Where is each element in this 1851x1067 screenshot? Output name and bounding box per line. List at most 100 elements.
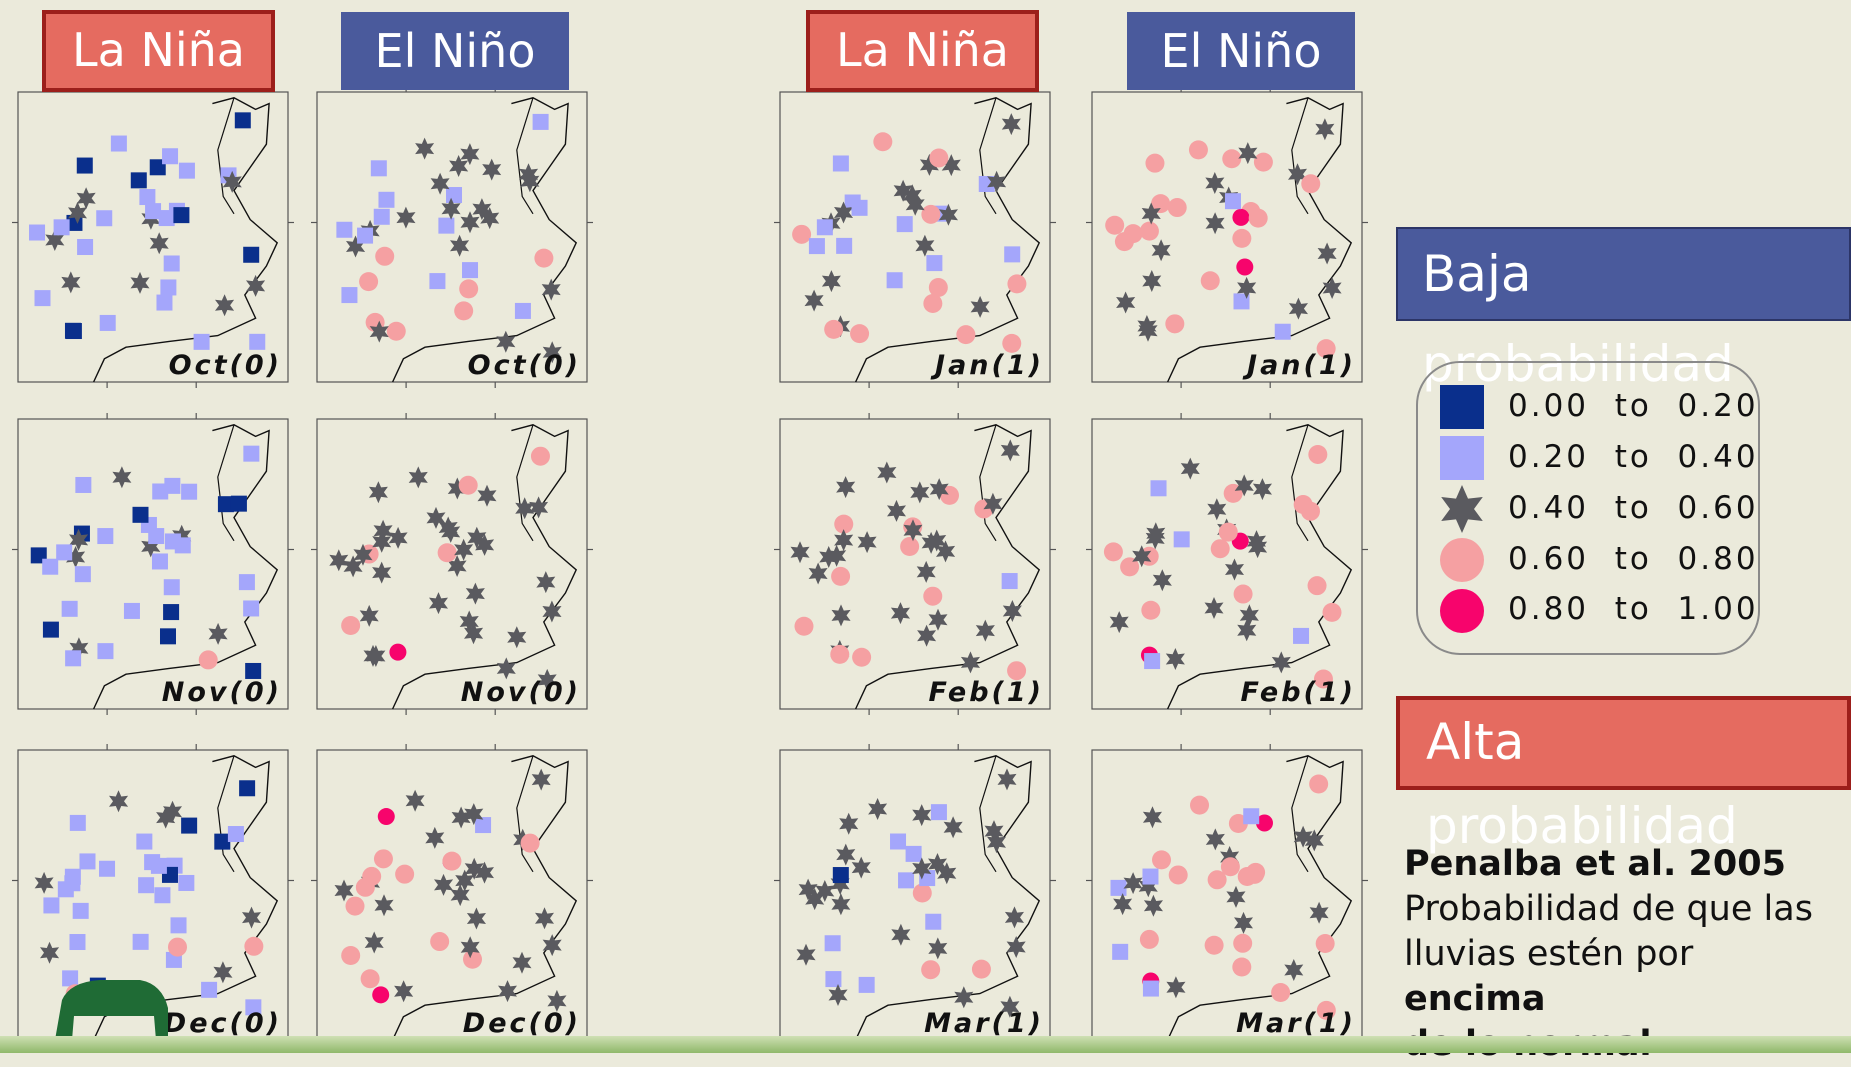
station-marker [227,826,244,843]
station-marker [341,287,358,304]
station-marker [975,619,995,642]
station-marker [1238,142,1258,165]
station-marker [394,980,414,1003]
station-marker [243,445,260,462]
station-marker [464,803,484,826]
station-marker [890,602,910,625]
station-marker [1222,149,1242,169]
station-marker [437,543,457,563]
station-marker [77,239,94,256]
station-marker [910,481,930,504]
station-marker [905,845,922,862]
station-marker [1142,980,1159,997]
map-panel: Jan(1) [774,86,1056,388]
station-marker [449,155,469,177]
station-marker [477,484,497,507]
map-panel: Nov(0) [12,413,294,715]
station-marker [249,333,266,350]
station-marker [214,833,231,850]
station-marker [430,932,450,952]
station-marker [360,969,380,989]
station-marker [1316,1000,1336,1020]
station-marker [1165,648,1185,670]
station-marker [341,615,361,635]
station-marker [64,322,81,339]
station-marker [1204,935,1224,955]
station-marker [1139,929,1159,949]
station-marker [234,112,251,129]
station-marker [1315,118,1335,141]
station-marker [923,293,943,313]
station-marker [921,204,941,224]
station-marker [956,325,976,345]
station-marker [886,272,903,289]
station-marker [1144,653,1161,670]
station-marker [987,831,1006,854]
station-marker [1000,995,1020,1018]
station-marker [154,887,171,904]
station-marker [1309,901,1329,924]
station-marker [1288,163,1307,186]
station-marker [1233,584,1253,604]
station-marker [542,934,562,957]
station-marker [359,604,379,627]
station-marker [156,294,173,311]
station-marker [531,768,551,791]
citation-authors: Penalba et al. 2005 [1404,844,1786,884]
station-marker [459,610,479,633]
station-marker [496,657,516,680]
station-marker [1315,933,1335,953]
alta-probabilidad-banner: Alta probabilidad [1396,696,1851,855]
station-marker [181,817,198,834]
station-marker [929,478,949,501]
legend-label-4: 0.60 to 0.80 [1508,541,1759,577]
station-marker [109,790,129,813]
citation-emph-1: encima [1404,979,1546,1019]
station-marker [480,207,500,230]
station-marker [201,981,218,998]
station-marker [430,172,450,195]
station-marker [99,860,116,877]
station-marker [162,148,179,165]
station-marker [805,888,825,911]
station-marker [364,931,384,954]
station-marker [29,224,46,241]
station-marker [136,833,153,850]
station-marker [1123,872,1143,895]
station-marker [1204,597,1224,619]
station-marker [475,533,495,556]
station-marker [828,984,848,1006]
station-marker [57,881,74,898]
station-marker [222,170,242,193]
station-marker [836,237,853,254]
station-marker [130,172,147,189]
station-marker [145,203,162,220]
station-marker [1165,314,1185,334]
legend-label-5: 0.80 to 1.00 [1508,591,1759,627]
station-marker [460,211,480,234]
station-marker [902,184,922,207]
station-marker [542,341,562,364]
station-marker [429,273,446,290]
station-marker [74,566,91,583]
station-marker [178,874,195,891]
station-marker [535,907,554,930]
station-marker [808,562,828,585]
station-marker [460,143,480,166]
map-label: Jan(1) [930,350,1044,381]
station-marker [374,894,394,917]
station-marker [816,219,833,236]
station-marker [912,883,932,903]
station-marker [1167,198,1187,218]
station-marker [446,187,463,204]
station-marker [1200,271,1220,291]
station-marker [1293,627,1310,644]
station-marker [163,800,182,823]
la-nina-title-right: La Niña [806,10,1039,92]
station-marker [1232,208,1250,226]
station-marker [1239,604,1259,627]
station-marker [64,868,81,885]
station-marker [1001,573,1018,590]
station-marker [375,246,395,266]
